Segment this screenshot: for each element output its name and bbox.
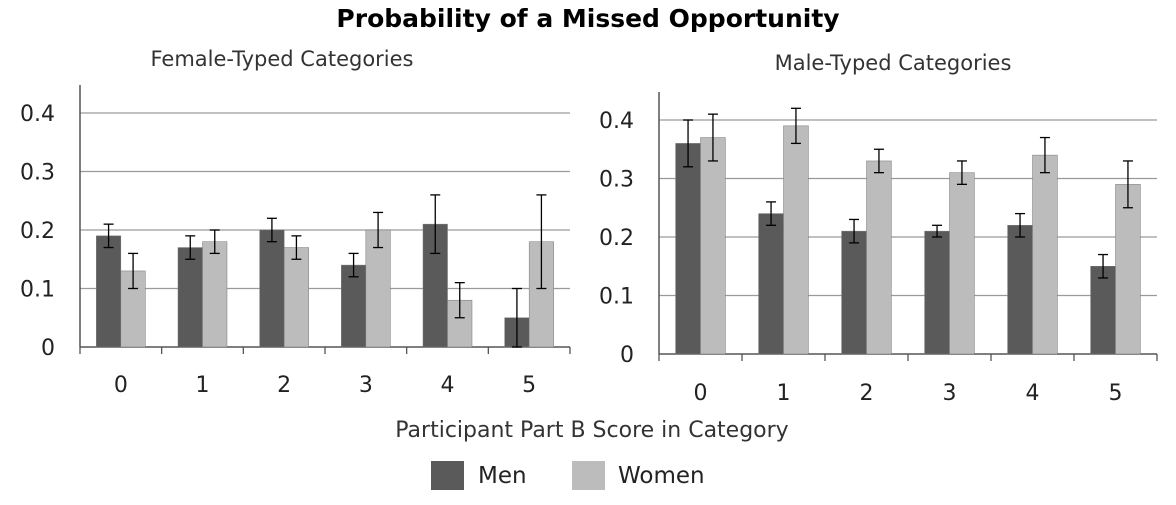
chart-title: Probability of a Missed Opportunity	[336, 4, 839, 33]
legend: Men Women	[431, 461, 705, 490]
y-tick-label: 0.2	[20, 219, 55, 244]
panel-title-female: Female-Typed Categories	[150, 47, 413, 71]
x-axis-title: Participant Part B Score in Category	[395, 418, 788, 443]
bar-men	[675, 143, 701, 355]
bar-men	[758, 213, 784, 355]
bar-women	[1032, 154, 1058, 355]
panel-title-male: Male-Typed Categories	[775, 51, 1012, 75]
bar-men	[1007, 225, 1033, 355]
x-tick-label: 4	[441, 373, 455, 398]
y-tick-label: 0.3	[599, 168, 634, 193]
bar-men	[1090, 266, 1116, 355]
y-tick-label: 0.4	[20, 102, 55, 127]
bar-women	[866, 160, 892, 355]
y-tick-label: 0.1	[20, 278, 55, 303]
y-tick-label: 0.2	[599, 226, 634, 251]
bar-women	[1115, 184, 1141, 355]
female-typed-panel: Female-Typed Categories 0 0.1 0.2 0.3 0.4 0 1 2…	[20, 47, 571, 398]
bar-men	[177, 247, 203, 348]
x-tick-label: 1	[777, 381, 791, 406]
bar-women	[365, 229, 391, 348]
x-tick-label: 3	[943, 381, 957, 406]
bar-women	[283, 247, 309, 348]
x-tick-label: 0	[114, 373, 128, 398]
y-tick-label: 0	[620, 343, 634, 368]
x-tick-label: 2	[860, 381, 874, 406]
x-tick-label: 5	[522, 373, 536, 398]
x-tick-label: 0	[694, 381, 708, 406]
male-typed-panel: Male-Typed Categories 0 0.1 0.2 0.3 0.4 0 1 2 3 4…	[599, 51, 1158, 406]
x-tick-label: 3	[359, 373, 373, 398]
bar-men	[259, 229, 285, 348]
bar-women	[202, 241, 228, 348]
bar-men	[924, 230, 950, 355]
bar-men	[96, 235, 122, 348]
y-tick-label: 0	[41, 336, 55, 361]
bar-women	[949, 172, 975, 355]
bar-women	[783, 125, 809, 355]
legend-swatch-men	[431, 461, 464, 490]
x-tick-label: 1	[196, 373, 210, 398]
legend-label-women: Women	[618, 463, 705, 489]
x-tick-label: 4	[1026, 381, 1040, 406]
y-tick-label: 0.1	[599, 285, 634, 310]
bar-women	[120, 270, 146, 348]
legend-swatch-women	[572, 461, 605, 490]
legend-label-men: Men	[478, 463, 527, 489]
y-tick-label: 0.3	[20, 161, 55, 186]
x-tick-label: 2	[277, 373, 291, 398]
x-tick-label: 5	[1109, 381, 1123, 406]
bar-women	[700, 137, 726, 355]
y-tick-label: 0.4	[599, 109, 634, 134]
bar-men	[841, 230, 867, 355]
